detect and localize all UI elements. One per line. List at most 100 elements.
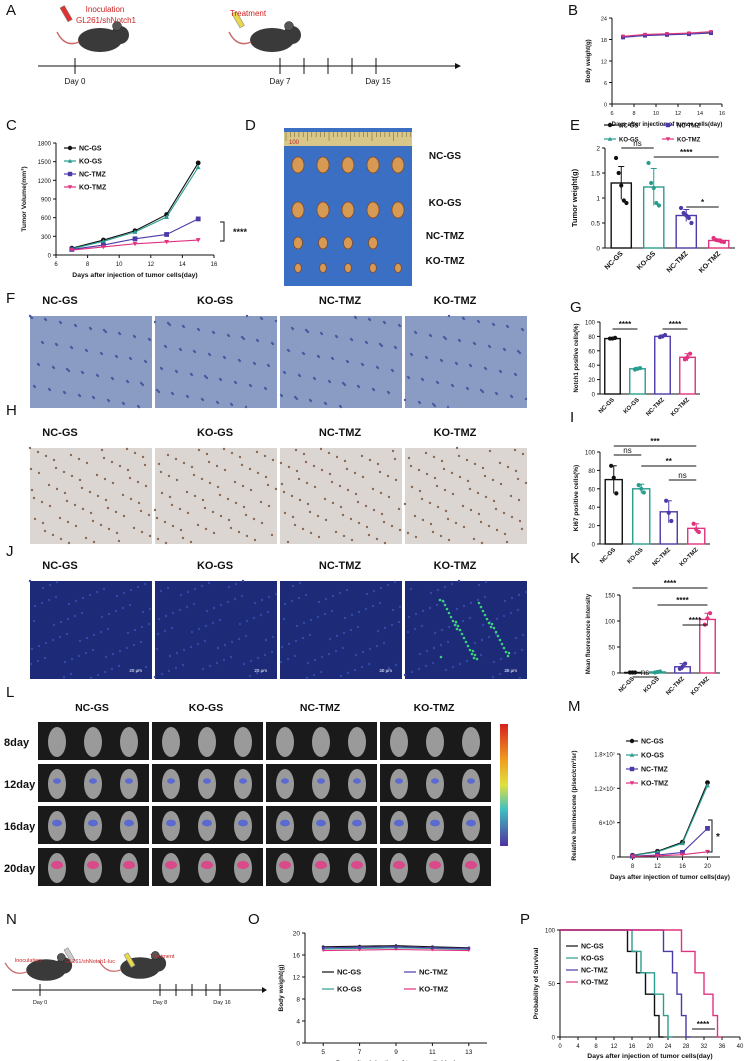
y-tick-label: 100 — [585, 451, 596, 457]
data-point — [611, 475, 616, 480]
data-point — [467, 947, 471, 950]
panel-l-grid: NC-GS KO-GS NC-TMZ KO-TMZ 8day 12day 16day 20da… — [4, 702, 508, 886]
tumor-sample — [391, 156, 405, 174]
cell-speck — [96, 374, 100, 378]
mouse-silhouette — [84, 769, 102, 799]
cell-speck — [175, 651, 179, 655]
day-label: Day 8 — [153, 1000, 167, 1006]
data-point — [69, 248, 75, 253]
cell-speck — [473, 641, 477, 645]
data-point — [629, 781, 635, 786]
y-tick-label: 12 — [293, 975, 301, 982]
data-point — [67, 145, 73, 151]
data-point — [688, 351, 693, 356]
cell-speck — [51, 638, 55, 642]
cell-speck — [111, 481, 115, 485]
data-point — [164, 214, 169, 219]
cell-speck — [521, 633, 525, 637]
y-tick-label: 0 — [592, 543, 596, 549]
data-point — [358, 948, 361, 952]
cell-speck — [305, 481, 309, 485]
cell-speck — [295, 469, 299, 473]
data-point — [467, 949, 471, 952]
cell-speck — [274, 487, 278, 491]
cell-speck — [341, 513, 345, 517]
data-point — [694, 527, 699, 532]
panel-letter-c: C — [6, 117, 17, 134]
cell-speck — [164, 345, 168, 349]
cell-speck — [223, 356, 227, 360]
cell-speck — [78, 639, 82, 643]
cell-speck — [197, 328, 201, 332]
legend-label: NC-GS — [619, 124, 638, 130]
cell-speck — [36, 450, 40, 454]
cell-speck — [334, 649, 338, 653]
cell-speck — [391, 369, 395, 373]
cell-speck — [294, 639, 298, 643]
cell-speck — [270, 533, 274, 537]
chart-G: 0 20 40 60 80 100 Notch1 positive cells(%) NC-G… — [574, 320, 700, 418]
group-label: NC-GS — [429, 151, 462, 162]
cell-speck — [144, 360, 148, 364]
bar — [699, 618, 716, 674]
cell-speck — [436, 381, 440, 385]
cell-speck — [196, 642, 200, 646]
signal-spot — [351, 860, 363, 870]
x-tick-label: 11 — [429, 1049, 436, 1056]
cell-speck — [376, 462, 380, 466]
y-tick-label: 40 — [588, 506, 595, 512]
cell-speck — [129, 357, 133, 361]
cell-speck — [324, 597, 328, 601]
cell-speck — [350, 338, 354, 342]
cell-speck — [121, 606, 125, 610]
cell-speck — [159, 589, 163, 593]
cell-speck — [465, 659, 469, 663]
cell-speck — [212, 606, 216, 610]
cell-speck — [244, 405, 248, 409]
cell-speck — [267, 504, 271, 508]
data-point — [132, 241, 138, 247]
cell-speck — [241, 579, 245, 583]
cell-speck — [312, 464, 316, 468]
signal-spot — [394, 819, 404, 827]
y-tick-label: 16 — [293, 953, 301, 960]
cell-speck — [74, 599, 78, 603]
cell-speck — [263, 454, 267, 458]
cell-speck — [126, 468, 130, 472]
cell-speck — [327, 451, 331, 455]
cell-speck — [339, 505, 343, 509]
cell-speck — [335, 455, 339, 459]
group-label: NC-GS — [75, 702, 109, 714]
cell-speck — [179, 593, 183, 597]
cell-speck — [107, 612, 111, 616]
data-point — [607, 136, 613, 141]
cell-speck — [230, 451, 234, 455]
x-tick-label: 6 — [54, 262, 58, 268]
scale-bar-label: 20 μm — [379, 668, 392, 673]
mouse-silhouette — [390, 727, 408, 757]
cell-speck — [54, 595, 58, 599]
cell-speck — [215, 464, 219, 468]
data-point — [705, 616, 710, 621]
cell-speck — [136, 585, 140, 589]
mouse-icon — [228, 31, 252, 45]
x-tick-label: 8 — [86, 262, 90, 268]
cell-speck — [343, 616, 347, 620]
tumor-sample — [368, 236, 378, 250]
cell-speck — [494, 632, 498, 636]
cell-speck — [227, 585, 231, 589]
cell-speck — [487, 635, 491, 639]
mouse-silhouette — [276, 769, 294, 799]
chart-I: 0 20 40 60 80 100 Ki67 positive cells(%) NC-GS K… — [573, 437, 710, 568]
cell-speck — [118, 649, 122, 653]
cell-speck — [372, 388, 376, 392]
x-tick-label: 10 — [116, 262, 123, 268]
cell-speck — [226, 497, 230, 501]
legend-label: NC-TMZ — [677, 124, 700, 130]
cell-speck — [446, 405, 450, 409]
cell-speck — [248, 674, 252, 678]
cell-speck — [78, 394, 82, 398]
cell-speck — [196, 523, 200, 527]
cell-speck — [41, 586, 45, 590]
cell-speck — [354, 316, 358, 320]
